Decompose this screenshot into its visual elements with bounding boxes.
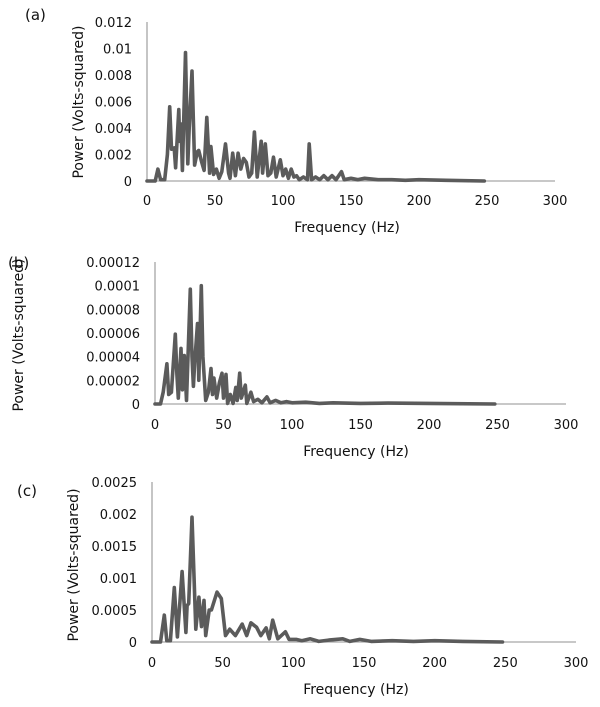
x-tick-label: 50 <box>214 656 231 671</box>
x-tick-label: 300 <box>554 418 579 433</box>
panel-label: (c) <box>17 482 37 500</box>
y-tick-label: 0.0001 <box>95 280 141 295</box>
x-axis-title: Frequency (Hz) <box>294 220 400 236</box>
x-tick-label: 100 <box>281 656 306 671</box>
y-tick-label: 0.0005 <box>92 604 138 619</box>
y-tick-label: 0 <box>132 398 140 413</box>
y-tick-label: 0.004 <box>95 122 132 137</box>
y-tick-label: 0.006 <box>95 96 132 111</box>
y-tick-label: 0.012 <box>95 16 132 31</box>
y-tick-label: 0 <box>129 636 137 651</box>
y-tick-label: 0.00006 <box>86 327 140 342</box>
chart-panel-c: 0 0.0005 0.001 0.0015 0.002 0.0025 0 50 100 150 20… <box>17 476 588 698</box>
x-tick-label: 250 <box>485 418 510 433</box>
x-tick-label: 250 <box>493 656 518 671</box>
y-tick-label: 0.01 <box>103 43 132 58</box>
x-axis-title: Frequency (Hz) <box>303 682 409 698</box>
x-tick-label: 0 <box>151 418 159 433</box>
x-tick-label: 150 <box>352 656 377 671</box>
chart-panel-b: 0 0.00002 0.00004 0.00006 0.00008 0.0001 0.000… <box>8 254 578 460</box>
y-tick-label: 0.0015 <box>92 540 138 555</box>
panel-label: (a) <box>25 6 46 24</box>
x-tick-label: 200 <box>417 418 442 433</box>
power-series-line <box>150 515 505 644</box>
x-tick-label: 100 <box>280 418 305 433</box>
power-series-line <box>153 283 497 406</box>
y-tick-label: 0.002 <box>95 149 132 164</box>
x-axis-title: Frequency (Hz) <box>303 444 409 460</box>
y-axis-title: Power (Volts-squared) <box>11 258 27 411</box>
y-tick-label: 0.0025 <box>92 476 138 491</box>
x-tick-label: 300 <box>543 194 568 209</box>
y-tick-label: 0.00012 <box>86 256 140 271</box>
x-tick-label: 150 <box>339 194 364 209</box>
chart-panel-a: 0 0.002 0.004 0.006 0.008 0.01 0.012 0 50 100 150 2… <box>25 6 567 236</box>
x-tick-label: 50 <box>215 418 232 433</box>
y-tick-label: 0.008 <box>95 69 132 84</box>
x-tick-label: 50 <box>207 194 224 209</box>
x-tick-label: 0 <box>148 656 156 671</box>
y-tick-label: 0 <box>124 175 132 190</box>
x-tick-label: 0 <box>143 194 151 209</box>
y-tick-label: 0.001 <box>100 572 137 587</box>
x-tick-label: 150 <box>348 418 373 433</box>
y-tick-label: 0.00002 <box>86 374 140 389</box>
x-tick-label: 300 <box>564 656 589 671</box>
x-tick-label: 200 <box>422 656 447 671</box>
y-tick-label: 0.00004 <box>86 351 140 366</box>
power-series-line <box>145 50 487 183</box>
y-axis-title: Power (Volts-squared) <box>66 488 82 641</box>
panel-label: (b) <box>8 254 29 272</box>
x-tick-label: 200 <box>407 194 432 209</box>
y-axis-title: Power (Volts-squared) <box>71 25 87 178</box>
y-tick-label: 0.00008 <box>86 303 140 318</box>
x-tick-label: 100 <box>271 194 296 209</box>
x-tick-label: 250 <box>475 194 500 209</box>
y-tick-label: 0.002 <box>100 508 137 523</box>
